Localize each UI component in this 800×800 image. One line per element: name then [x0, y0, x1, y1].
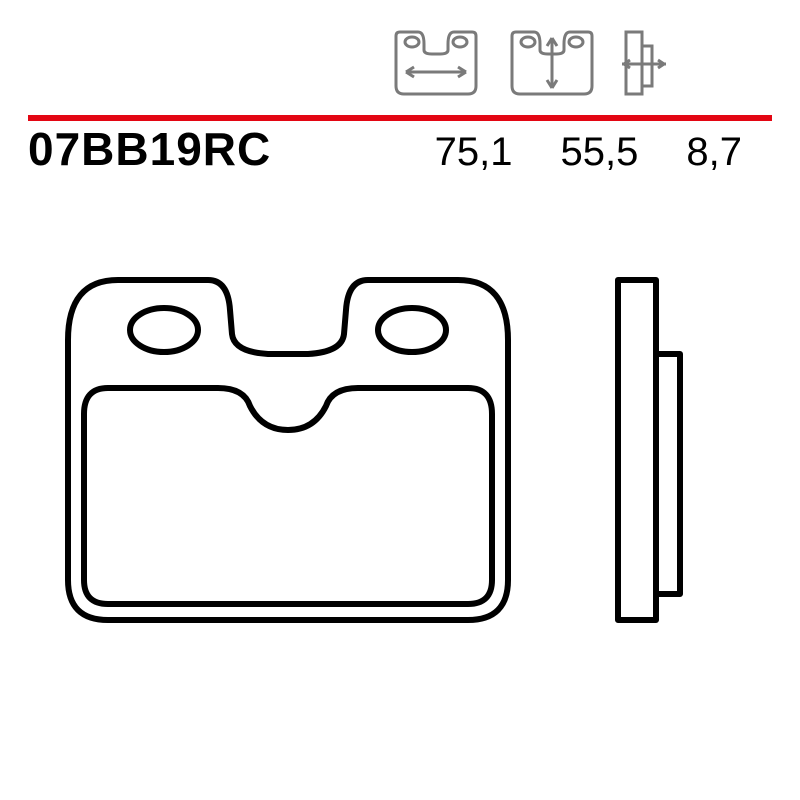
dimension-height: 55,5 [561, 130, 639, 175]
dimension-width: 75,1 [435, 130, 513, 175]
dimension-thickness: 8,7 [686, 130, 742, 175]
diagram-container: 07BB19RC 75,1 55,5 8,7 [0, 0, 800, 800]
part-number: 07BB19RC [28, 122, 271, 176]
dimension-icon-row [388, 28, 670, 100]
front-view [68, 280, 508, 620]
pad-thickness-icon [620, 28, 670, 100]
header-row: 07BB19RC 75,1 55,5 8,7 [28, 122, 772, 176]
side-view [618, 280, 680, 620]
pad-height-icon [504, 28, 600, 100]
separator-line [28, 108, 772, 114]
pad-width-icon [388, 28, 484, 100]
technical-drawing [28, 230, 772, 770]
dimensions-group: 75,1 55,5 8,7 [435, 130, 742, 175]
